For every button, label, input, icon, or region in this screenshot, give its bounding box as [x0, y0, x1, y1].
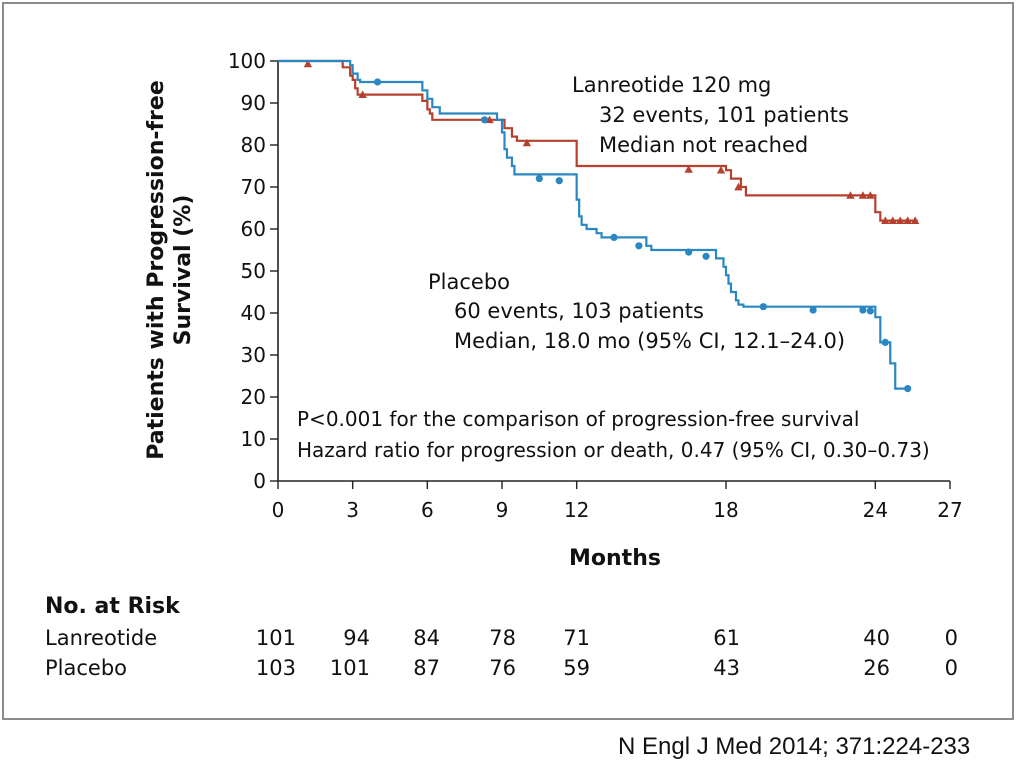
risk-table: No. at Risk Lanreotide Placebo 101 94 84 78… — [45, 594, 958, 680]
risk-value-lanreotide: 0 — [945, 626, 958, 650]
lanreotide-censor-mark — [716, 166, 726, 174]
y-axis-label-line2: Survival (%) — [171, 195, 196, 346]
risk-value-placebo: 43 — [713, 656, 740, 680]
placebo-censor-mark — [685, 248, 693, 256]
placebo-curve — [278, 59, 911, 390]
lanreotide-censor-mark — [684, 165, 693, 173]
hazard-ratio-text: Hazard ratio for progression or death, 0… — [297, 438, 930, 462]
placebo-events: 60 events, 103 patients — [454, 299, 704, 323]
x-tick-label: 9 — [496, 498, 509, 522]
placebo-censor-mark — [866, 307, 874, 315]
lanreotide-events: 32 events, 101 patients — [599, 103, 849, 127]
placebo-censor-mark — [555, 177, 563, 185]
y-tick-label: 80 — [241, 133, 266, 157]
series-layer — [278, 59, 920, 393]
x-axis-label: Months — [569, 546, 661, 571]
risk-value-lanreotide: 61 — [713, 626, 740, 650]
placebo-censor-mark — [904, 385, 912, 393]
citation: N Engl J Med 2014; 371:224-233 — [618, 733, 971, 760]
lanreotide-censor-mark — [734, 182, 743, 191]
x-tick-label: 24 — [863, 498, 888, 522]
stats-annotation: P<0.001 for the comparison of progressio… — [297, 407, 930, 462]
risk-value-placebo: 76 — [489, 656, 516, 680]
y-tick-label: 90 — [241, 91, 266, 115]
x-tick-label: 3 — [346, 498, 359, 522]
lanreotide-censor-mark — [866, 191, 875, 199]
placebo-censor-mark — [859, 306, 867, 314]
placebo-censor-mark — [535, 175, 543, 183]
y-tick-label: 20 — [241, 385, 266, 409]
placebo-censor-mark — [881, 338, 889, 346]
y-tick-label: 50 — [241, 259, 266, 283]
lanreotide-censor-mark — [846, 191, 855, 199]
y-tick-label: 30 — [241, 343, 266, 367]
lanreotide-annotation: Lanreotide 120 mg 32 events, 101 patient… — [572, 73, 849, 157]
y-tick-label: 70 — [241, 175, 266, 199]
placebo-censor-mark — [759, 303, 767, 311]
risk-value-placebo: 101 — [330, 656, 370, 680]
p-value-text: P<0.001 for the comparison of progressio… — [297, 407, 859, 431]
risk-value-placebo: 59 — [563, 656, 590, 680]
lanreotide-median: Median not reached — [599, 133, 808, 157]
placebo-censor-mark — [610, 233, 618, 241]
risk-value-lanreotide: 71 — [563, 626, 590, 650]
risk-value-lanreotide: 40 — [863, 626, 890, 650]
lanreotide-censor-mark — [881, 216, 890, 224]
placebo-censor-mark — [480, 116, 489, 124]
lanreotide-censor-mark — [858, 191, 868, 199]
placebo-censor-mark — [702, 252, 710, 260]
lanreotide-curve — [278, 59, 918, 222]
risk-value-lanreotide: 84 — [413, 626, 440, 650]
risk-value-placebo: 26 — [863, 656, 890, 680]
risk-row-label-placebo: Placebo — [45, 656, 127, 680]
placebo-median: Median, 18.0 mo (95% CI, 12.1–24.0) — [454, 329, 845, 353]
lanreotide-censor-mark — [303, 59, 313, 68]
risk-value-placebo: 87 — [413, 656, 440, 680]
x-tick-label: 18 — [713, 498, 738, 522]
x-tick-label: 6 — [421, 498, 434, 522]
x-tick-label: 27 — [937, 498, 962, 522]
placebo-name: Placebo — [428, 270, 510, 294]
lanreotide-censor-mark — [522, 138, 532, 147]
placebo-censor-mark — [809, 306, 817, 314]
placebo-censor-mark — [635, 242, 643, 250]
y-tick-label: 10 — [241, 427, 266, 451]
risk-value-lanreotide: 94 — [343, 626, 370, 650]
lanreotide-name: Lanreotide 120 mg — [572, 73, 771, 97]
y-tick-label: 100 — [228, 49, 266, 73]
risk-value-placebo: 0 — [945, 656, 958, 680]
risk-value-placebo: 103 — [256, 656, 296, 680]
y-tick-label: 60 — [241, 217, 266, 241]
figure-panel — [2, 2, 1014, 720]
y-tick-label: 0 — [253, 469, 266, 493]
lanreotide-censor-mark — [888, 216, 897, 224]
lanreotide-censor-mark — [910, 216, 920, 224]
placebo-annotation: Placebo 60 events, 103 patients Median, … — [428, 270, 845, 353]
risk-value-lanreotide: 78 — [489, 626, 516, 650]
risk-table-title: No. at Risk — [45, 594, 181, 619]
y-tick-label: 40 — [241, 301, 266, 325]
placebo-censor-mark — [373, 78, 382, 86]
risk-values: 101 94 84 78 71 61 40 0 103 101 87 76 59 43 26 0 — [256, 626, 958, 680]
y-axis-label-line1: Patients with Progression-free — [144, 80, 169, 460]
lanreotide-censor-mark — [896, 216, 905, 224]
x-tick-label: 0 — [272, 498, 285, 522]
lanreotide-censor-mark — [903, 216, 912, 224]
risk-row-label-lanreotide: Lanreotide — [45, 626, 157, 650]
risk-value-lanreotide: 101 — [256, 626, 296, 650]
x-tick-label: 12 — [564, 498, 589, 522]
axes: 0 10 20 30 40 50 60 70 80 90 100 0 3 6 9 12 18 24 27 — [228, 49, 963, 522]
lanreotide-censor-mark — [358, 90, 367, 98]
